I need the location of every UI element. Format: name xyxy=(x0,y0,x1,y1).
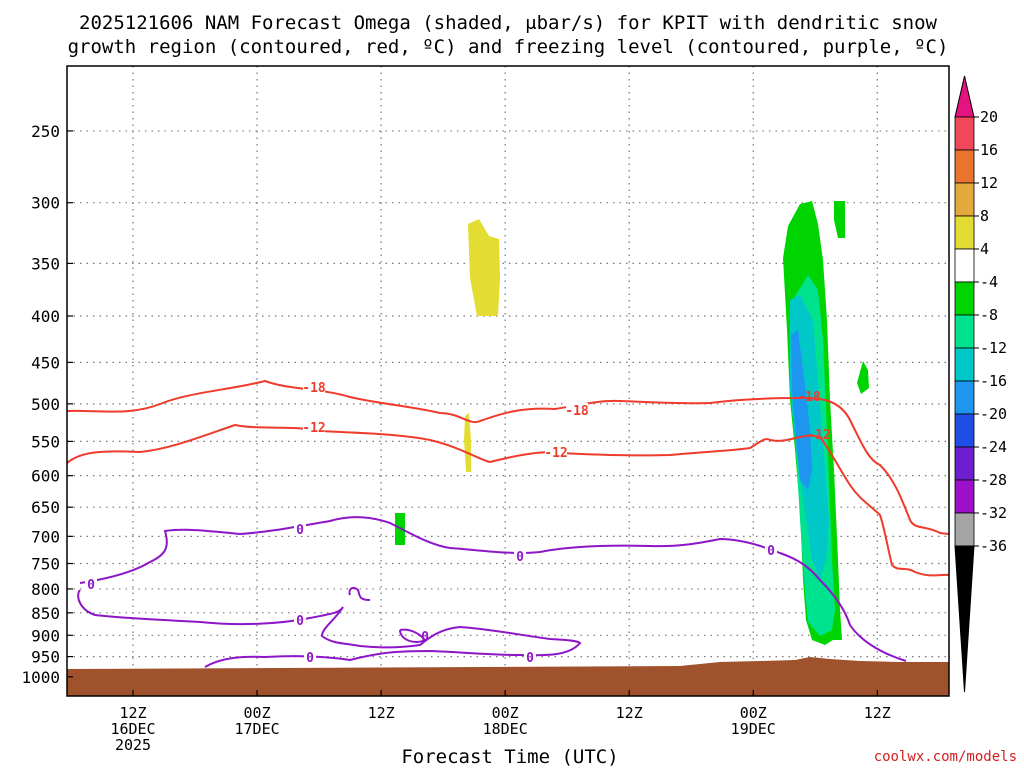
xtick-label-18-1: 17DEC xyxy=(234,720,279,738)
label-red-minus12-c: -12 xyxy=(807,428,830,443)
xtick-label-6-2: 2025 xyxy=(115,736,151,754)
label-purple-zero-f: 0 xyxy=(421,630,429,645)
omega-yellow-mid xyxy=(464,413,471,472)
omega-green-right xyxy=(834,201,845,238)
ytick-label-350: 350 xyxy=(31,254,60,273)
colorbar-label-2: 12 xyxy=(980,174,998,192)
ytick-label-450: 450 xyxy=(31,353,60,372)
xtick-label-18-0: 00Z xyxy=(244,704,271,722)
colorbar-label-0: 20 xyxy=(980,108,998,126)
ytick-label-400: 400 xyxy=(31,307,60,326)
label-purple-zero-c: 0 xyxy=(767,544,775,559)
omega-green-blob xyxy=(857,361,869,394)
colorbar-swatch-11 xyxy=(954,479,975,514)
ytick-label-750: 750 xyxy=(31,555,60,574)
colorbar-swatch-0 xyxy=(954,116,975,151)
colorbar-label-4: 4 xyxy=(980,240,989,258)
contour-purple-lower-loop xyxy=(77,589,582,668)
colorbar-label-8: -16 xyxy=(980,372,1007,390)
ytick-label-650: 650 xyxy=(31,498,60,517)
colorbar-label-12: -32 xyxy=(980,504,1007,522)
label-purple-zero-h: 0 xyxy=(526,651,534,666)
colorbar-bottom-arrow xyxy=(954,545,975,693)
plot-frame xyxy=(66,65,950,697)
colorbar-label-10: -24 xyxy=(980,438,1007,456)
colorbar-swatch-9 xyxy=(954,413,975,448)
ytick-label-250: 250 xyxy=(31,122,60,141)
colorbar-label-5: -4 xyxy=(980,273,998,291)
xtick-label-42-1: 18DEC xyxy=(483,720,528,738)
xtick-label-78-0: 12Z xyxy=(864,704,891,722)
xtick-label-6-1: 16DEC xyxy=(110,720,155,738)
colorbar-swatch-2 xyxy=(954,182,975,217)
colorbar-label-11: -28 xyxy=(980,471,1007,489)
colorbar-label-13: -36 xyxy=(980,537,1007,555)
contour-purple-small-loop xyxy=(399,628,427,643)
label-red-minus12-b: -12 xyxy=(544,446,567,461)
ytick-label-800: 800 xyxy=(31,580,60,599)
xtick-label-30-0: 12Z xyxy=(368,704,395,722)
label-purple-zero-e: 0 xyxy=(296,614,304,629)
label-red-minus18-b: -18 xyxy=(565,404,589,419)
label-red-minus18-a: -18 xyxy=(302,381,326,396)
ytick-label-300: 300 xyxy=(31,194,60,213)
terrain-surface xyxy=(67,657,949,696)
xtick-label-66-0: 00Z xyxy=(740,704,767,722)
colorbar-swatch-10 xyxy=(954,446,975,481)
chart-title-line1: 2025121606 NAM Forecast Omega (shaded, μ… xyxy=(79,12,937,34)
y-axis: 250 300 350 400 450 500 550 600 650 700 750 800 850 9… xyxy=(21,122,73,687)
colorbar-swatch-3 xyxy=(954,215,975,250)
ytick-label-850: 850 xyxy=(31,604,60,623)
ytick-label-950: 950 xyxy=(31,648,60,667)
colorbar-swatch-7 xyxy=(954,347,975,382)
contour-purple-hook xyxy=(348,586,371,601)
omega-yellow-upper xyxy=(468,219,500,316)
omega-blue xyxy=(791,330,812,490)
watermark: coolwx.com/models xyxy=(874,749,1017,765)
colorbar-label-6: -8 xyxy=(980,306,998,324)
xtick-label-54-0: 12Z xyxy=(616,704,643,722)
colorbar-label-7: -12 xyxy=(980,339,1007,357)
ytick-label-900: 900 xyxy=(31,626,60,645)
xtick-label-42-0: 00Z xyxy=(492,704,519,722)
chart-title-line2: growth region (contoured, red, ºC) and f… xyxy=(68,36,949,58)
xtick-label-6-0: 12Z xyxy=(119,704,146,722)
colorbar-top-arrow xyxy=(954,75,975,118)
colorbar-label-1: 16 xyxy=(980,141,998,159)
colorbar-swatch-6 xyxy=(954,314,975,349)
purple-contours xyxy=(77,516,907,668)
label-purple-zero-g: 0 xyxy=(306,651,314,666)
ytick-label-1000: 1000 xyxy=(21,668,60,687)
colorbar-label-9: -20 xyxy=(980,405,1007,423)
colorbar-label-3: 8 xyxy=(980,207,989,225)
ytick-label-700: 700 xyxy=(31,527,60,546)
label-purple-zero-d: 0 xyxy=(87,578,95,593)
x-axis-label: Forecast Time (UTC) xyxy=(401,746,618,768)
colorbar-swatch-1 xyxy=(954,149,975,184)
colorbar-swatch-4 xyxy=(954,248,975,283)
colorbar: 20 16 12 8 4 -4 -8 -12 -16 -20 -24 -28 -32 -36 xyxy=(954,75,1007,693)
xtick-label-66-1: 19DEC xyxy=(731,720,776,738)
contour-red-minus12 xyxy=(66,423,950,577)
label-purple-zero-a: 0 xyxy=(296,523,304,538)
ytick-label-550: 550 xyxy=(31,432,60,451)
colorbar-swatch-12 xyxy=(954,512,975,547)
label-purple-zero-b: 0 xyxy=(516,550,524,565)
contour-purple-freezing xyxy=(79,516,907,662)
colorbar-swatch-8 xyxy=(954,380,975,415)
ytick-label-600: 600 xyxy=(31,467,60,486)
label-red-minus18-c: -18 xyxy=(797,390,821,405)
ytick-label-500: 500 xyxy=(31,395,60,414)
label-red-minus12-a: -12 xyxy=(302,421,325,436)
colorbar-swatch-5 xyxy=(954,281,975,316)
contour-labels: -18 -12 -18 -12 -18 -12 0 0 0 0 0 0 0 0 xyxy=(85,380,831,666)
